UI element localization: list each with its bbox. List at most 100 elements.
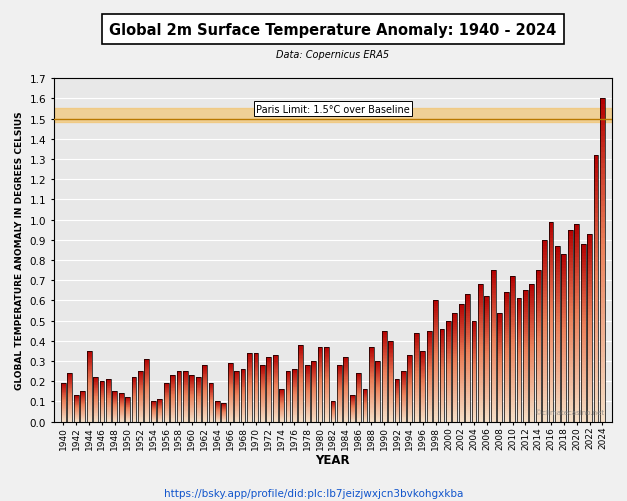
Bar xyxy=(594,338,598,342)
Bar xyxy=(503,404,508,407)
Bar xyxy=(144,393,149,394)
Bar xyxy=(497,384,502,385)
Bar xyxy=(542,343,547,346)
Bar xyxy=(485,361,489,363)
Bar xyxy=(298,408,303,409)
Bar xyxy=(478,292,483,294)
Bar xyxy=(433,335,438,337)
Bar xyxy=(388,355,393,356)
Bar xyxy=(517,411,522,413)
Bar xyxy=(459,387,463,389)
Bar xyxy=(574,395,579,399)
Bar xyxy=(408,421,413,422)
Bar xyxy=(189,375,194,422)
Bar xyxy=(485,413,489,415)
Bar xyxy=(523,330,528,332)
Bar xyxy=(234,396,239,397)
Bar xyxy=(253,390,258,391)
Bar xyxy=(440,365,445,366)
Bar xyxy=(273,359,278,360)
Bar xyxy=(93,415,98,416)
Bar xyxy=(523,389,528,391)
Bar xyxy=(311,363,316,364)
Bar xyxy=(100,389,104,390)
Bar xyxy=(93,392,98,393)
Bar xyxy=(273,406,278,407)
Bar xyxy=(318,418,322,419)
Bar xyxy=(394,403,399,404)
Bar xyxy=(100,402,104,403)
Bar xyxy=(497,320,502,322)
Bar xyxy=(266,388,271,389)
Bar xyxy=(106,393,111,394)
Bar xyxy=(600,395,605,400)
Bar xyxy=(574,277,579,280)
Bar xyxy=(247,365,252,366)
Bar xyxy=(555,293,560,296)
Bar xyxy=(344,407,348,408)
Bar xyxy=(561,360,566,363)
Bar xyxy=(266,372,271,373)
Bar xyxy=(568,409,572,412)
Bar xyxy=(337,386,342,387)
Bar xyxy=(292,413,297,414)
Bar xyxy=(433,383,438,385)
Bar xyxy=(478,285,483,422)
Bar xyxy=(542,334,547,337)
Bar xyxy=(414,371,419,373)
Bar xyxy=(568,269,572,272)
Bar xyxy=(574,287,579,290)
Bar xyxy=(318,372,322,373)
Text: Global 2m Surface Temperature Anomaly: 1940 - 2024: Global 2m Surface Temperature Anomaly: 1… xyxy=(109,23,557,38)
Bar xyxy=(273,382,278,383)
Bar xyxy=(164,410,169,411)
Bar xyxy=(478,374,483,376)
Bar xyxy=(292,402,297,403)
Bar xyxy=(587,347,592,350)
Bar xyxy=(164,387,169,388)
Bar xyxy=(241,397,246,398)
Bar xyxy=(362,389,367,390)
Bar xyxy=(382,387,387,388)
Bar xyxy=(337,389,342,390)
Bar xyxy=(594,182,598,187)
Bar xyxy=(485,420,489,422)
Bar xyxy=(144,403,149,404)
Bar xyxy=(144,369,149,370)
Bar xyxy=(241,404,246,405)
Bar xyxy=(529,365,534,367)
Bar xyxy=(459,400,463,402)
Bar xyxy=(369,408,374,409)
Bar xyxy=(414,366,419,367)
Bar xyxy=(459,361,463,363)
Bar xyxy=(388,414,393,415)
Bar xyxy=(177,398,181,399)
Bar xyxy=(523,332,528,334)
Bar xyxy=(446,355,451,356)
Bar xyxy=(266,367,271,368)
Bar xyxy=(247,357,252,358)
Bar xyxy=(594,382,598,386)
Bar xyxy=(420,419,425,420)
Bar xyxy=(549,249,554,252)
Bar xyxy=(337,383,342,384)
Bar xyxy=(253,367,258,368)
Bar xyxy=(510,303,515,306)
Bar xyxy=(266,413,271,414)
Bar xyxy=(529,413,534,415)
Bar xyxy=(356,420,361,421)
Bar xyxy=(581,250,586,253)
Bar xyxy=(382,342,387,343)
Bar xyxy=(80,393,85,394)
Bar xyxy=(266,370,271,371)
Bar xyxy=(177,401,181,402)
Bar xyxy=(196,416,201,417)
Bar xyxy=(394,400,399,401)
Bar xyxy=(478,353,483,356)
Bar xyxy=(453,358,457,360)
Bar xyxy=(247,409,252,410)
Bar xyxy=(292,421,297,422)
Bar xyxy=(305,421,310,422)
Bar xyxy=(376,412,380,413)
Bar xyxy=(356,402,361,403)
